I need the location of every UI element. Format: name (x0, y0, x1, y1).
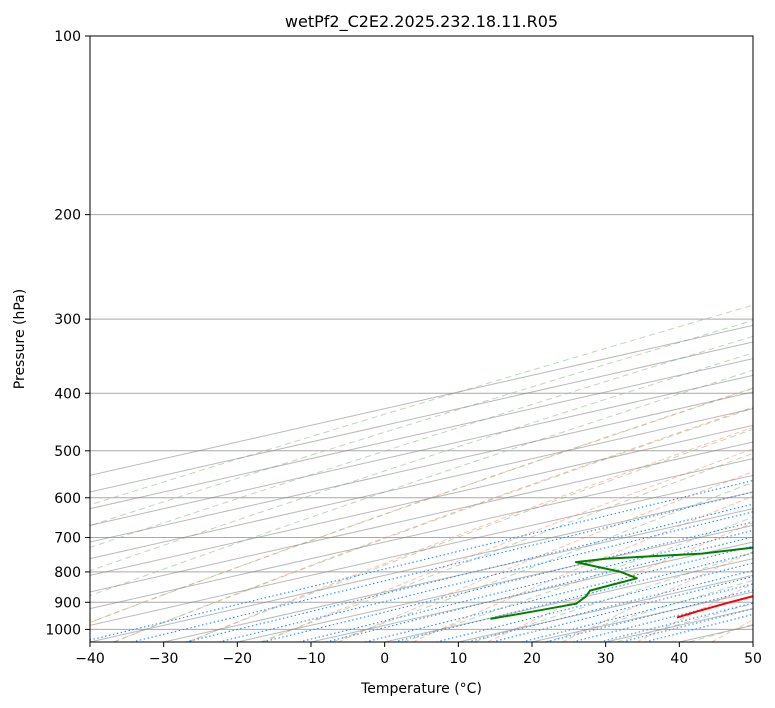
x-tick-label: −20 (223, 651, 253, 667)
dewpoint-profile-line (490, 546, 753, 620)
dry-adiabat (188, 426, 753, 642)
y-tick-label: 400 (54, 386, 81, 402)
moist-adiabat (90, 319, 753, 527)
x-tick-label: 30 (597, 651, 615, 667)
isotherm (90, 391, 753, 543)
dry-adiabat (337, 471, 753, 642)
dry-adiabat (263, 448, 753, 642)
dry-adiabat (487, 522, 753, 642)
y-tick-label: 300 (54, 312, 81, 328)
moist-adiabat (90, 304, 753, 506)
moist-adiabat (187, 428, 753, 642)
dry-adiabat (412, 495, 753, 642)
isotherm (752, 641, 753, 642)
isotherm (90, 441, 753, 593)
isotherm (90, 458, 753, 610)
plot-area: 0.10.20.40.611.52346810131620253036-100-… (90, 36, 753, 642)
moist-adiabat (90, 335, 753, 548)
moist-adiabat (544, 579, 753, 642)
isotherm (90, 341, 753, 493)
mixing-ratio-line (521, 583, 753, 642)
x-axis-label: Temperature (°C) (360, 681, 482, 697)
moist-adiabat (90, 352, 753, 572)
isotherm (163, 508, 753, 642)
isotherm (90, 424, 753, 576)
mixing-ratio-line (599, 602, 753, 642)
isotherm (90, 324, 753, 476)
x-axis: −40 −30 −20 −10 0 10 20 30 40 50 (75, 642, 762, 667)
isotherm (90, 374, 753, 526)
y-tick-label: 500 (54, 444, 81, 460)
dry-adiabat (113, 406, 753, 642)
y-tick-label: 600 (54, 491, 81, 507)
mixing-ratio-line (436, 562, 753, 642)
x-tick-label: 40 (670, 651, 688, 667)
y-axis-label: Pressure (hPa) (12, 289, 28, 389)
mixing-ratio-line (645, 613, 753, 642)
mixing-ratio-line (394, 552, 753, 642)
dry-adiabat (90, 387, 753, 624)
y-tick-label: 1000 (45, 622, 81, 638)
y-tick-label: 200 (54, 208, 81, 224)
plot-frame (89, 35, 754, 643)
x-tick-label: 20 (523, 651, 541, 667)
x-tick-label: 50 (744, 651, 762, 667)
x-tick-label: −10 (296, 651, 326, 667)
moist-adiabat (688, 623, 753, 642)
mixing-ratio-line (622, 608, 753, 642)
moist-adiabat (113, 407, 753, 642)
isotherm (310, 541, 753, 642)
moist-adiabat (331, 481, 753, 642)
isotherm (90, 358, 753, 510)
y-tick-label: 900 (54, 595, 81, 611)
y-tick-label: 100 (54, 29, 81, 45)
mixing-ratio-line (572, 595, 753, 642)
mixing-ratio-line (325, 536, 753, 642)
mixing-ratio-line (546, 589, 753, 642)
mixing-ratio-line (492, 575, 753, 642)
temperature-profile-line (676, 595, 753, 619)
isotherm (90, 491, 753, 642)
isotherm (237, 524, 753, 642)
moist-adiabat (260, 452, 753, 642)
isotherm (531, 591, 753, 642)
mixing-ratio-line (90, 479, 753, 641)
dry-adiabat (636, 583, 753, 642)
x-tick-label: 0 (380, 651, 389, 667)
moist-adiabat (90, 369, 753, 597)
y-tick-label: 700 (54, 531, 81, 547)
moist-adiabat (90, 388, 753, 624)
y-axis: 100 200 300 400 500 600 700 800 900 1000 (45, 29, 90, 638)
x-tick-label: 10 (449, 651, 467, 667)
isotherm (90, 408, 753, 560)
x-tick-label: −40 (75, 651, 105, 667)
x-tick-label: −30 (149, 651, 179, 667)
y-tick-label: 800 (54, 565, 81, 581)
isotherm (90, 474, 753, 626)
mixing-ratio-line (299, 529, 753, 642)
chart-title: wetPf2_C2E2.2025.232.18.11.R05 (285, 12, 558, 32)
